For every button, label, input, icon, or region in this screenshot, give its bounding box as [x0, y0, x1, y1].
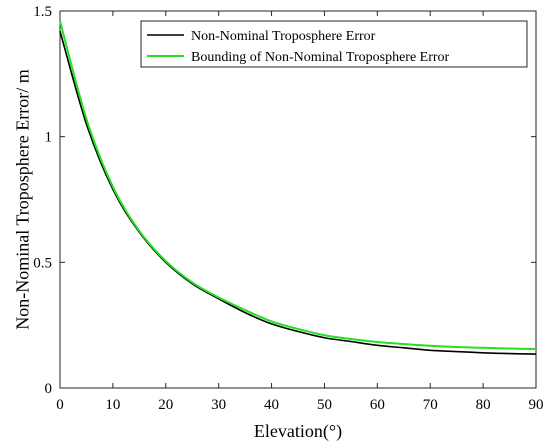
legend: Non-Nominal Troposphere Error Bounding o…: [140, 20, 528, 68]
legend-entry-1: Bounding of Non-Nominal Troposphere Erro…: [191, 50, 450, 65]
axis-ticks: [59, 10, 537, 389]
x-tick-label-2: 20: [158, 397, 173, 413]
y-axis-title: Non-Nominal Troposphere Error/ m: [12, 69, 32, 329]
series-line-0: [59, 30, 537, 355]
x-axis-title: Elevation(°): [254, 421, 342, 442]
x-tick-label-1: 10: [105, 397, 120, 413]
series-layer: [59, 20, 537, 355]
y-tick-label-2: 1: [45, 130, 53, 146]
plot-area: [59, 10, 537, 389]
x-tick-label-6: 60: [370, 397, 385, 413]
y-tick-label-3: 1.5: [33, 4, 52, 20]
y-tick-label-0: 0: [45, 381, 53, 397]
x-tick-label-9: 90: [529, 397, 544, 413]
x-tick-label-3: 30: [211, 397, 226, 413]
x-tick-label-4: 40: [264, 397, 279, 413]
y-tick-label-1: 0.5: [33, 255, 52, 271]
legend-box: [140, 20, 528, 68]
x-tick-label-8: 80: [476, 397, 491, 413]
x-tick-label-7: 70: [423, 397, 438, 413]
x-tick-label-0: 0: [56, 397, 64, 413]
x-tick-label-5: 50: [317, 397, 332, 413]
series-line-1: [59, 20, 537, 351]
tick-labels: 0 10 20 30 40 50 60 70 80 90 0 0.5 1 1.5: [33, 4, 543, 413]
legend-entry-0: Non-Nominal Troposphere Error: [191, 29, 376, 44]
plot-frame: [59, 10, 537, 389]
